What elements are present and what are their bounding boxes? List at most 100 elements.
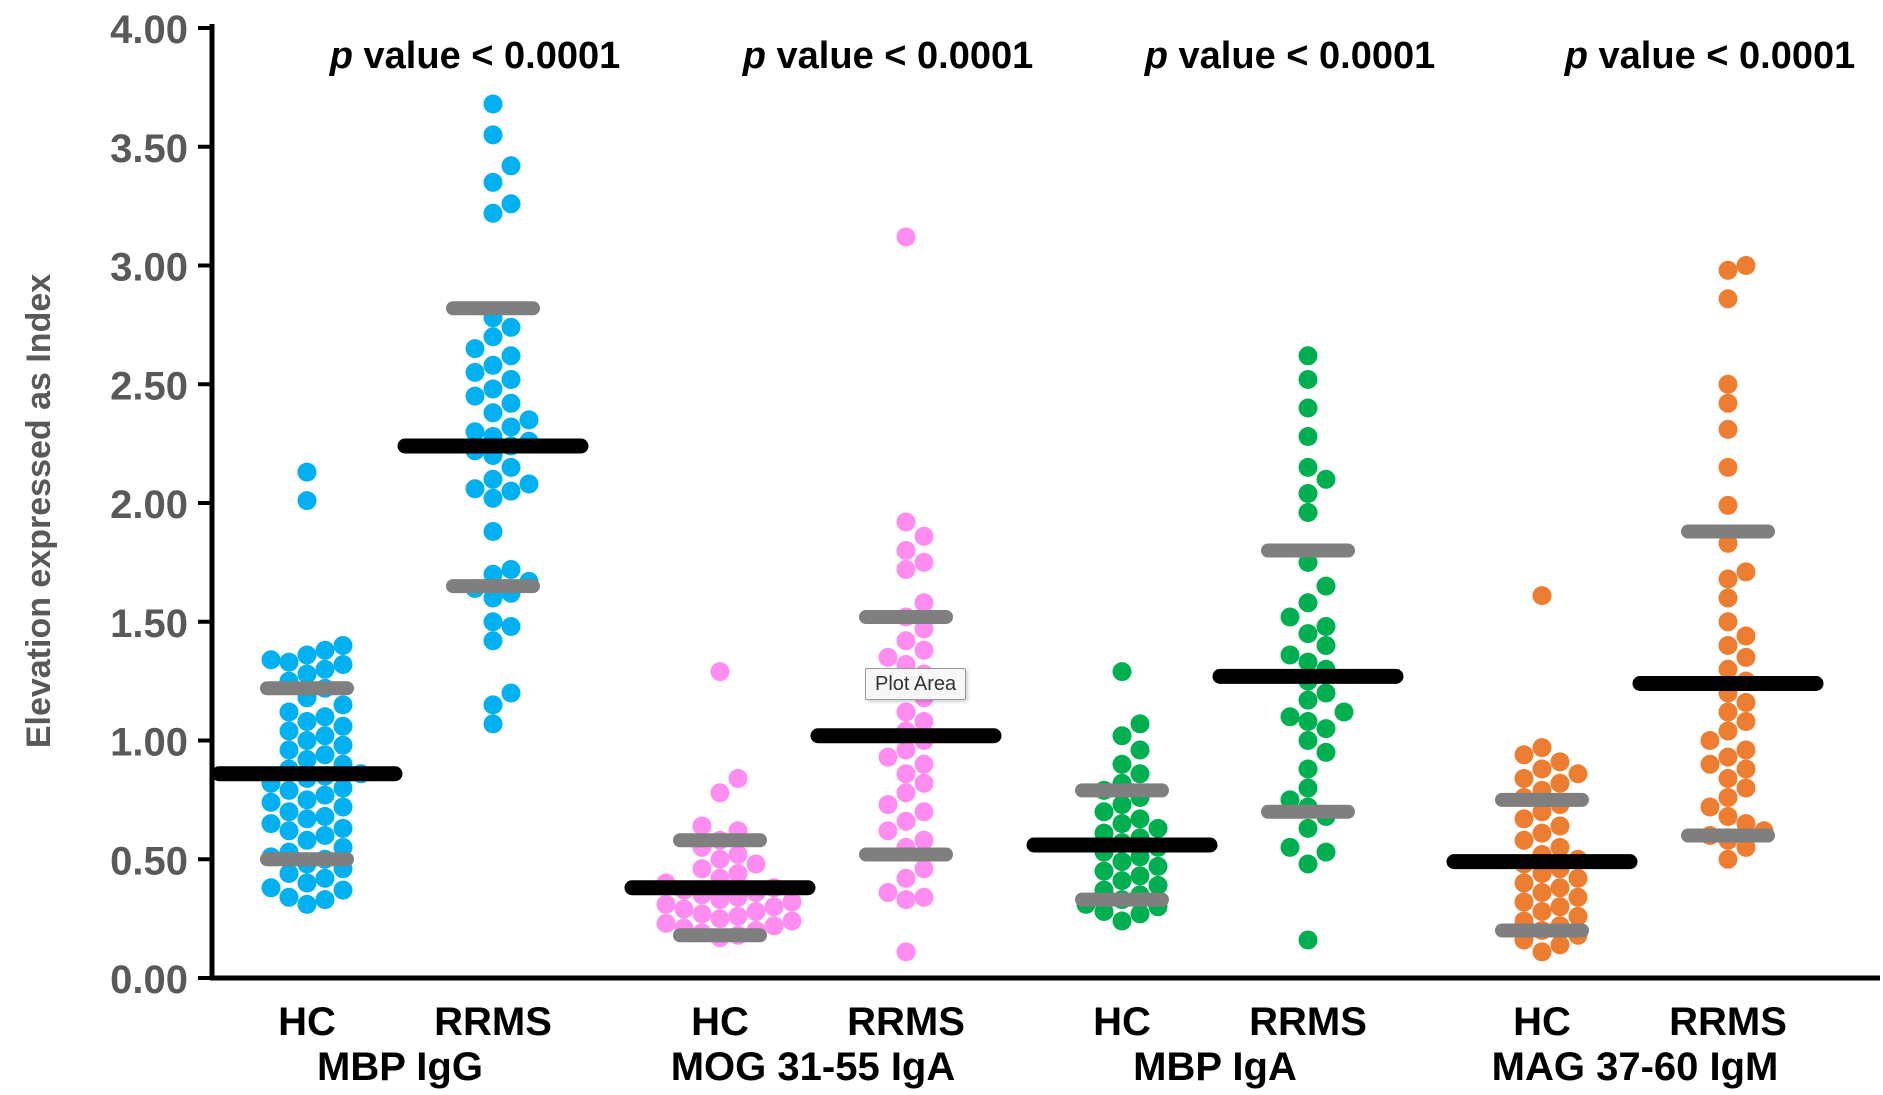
data-point — [878, 883, 898, 902]
y-axis-title: Elevation expressed as Index — [20, 274, 58, 748]
data-point — [1316, 842, 1336, 862]
data-point — [1316, 576, 1336, 596]
data-point — [1298, 690, 1318, 710]
data-point — [710, 662, 730, 682]
panel-label: MAG 37-60 IgM — [1492, 1045, 1779, 1089]
y-tick-label: 2.50 — [110, 364, 188, 408]
data-point — [1298, 427, 1318, 446]
data-point — [1532, 883, 1552, 902]
data-point — [710, 849, 730, 869]
data-point — [1298, 398, 1318, 418]
data-point — [896, 942, 916, 962]
data-point — [1718, 289, 1738, 309]
data-point — [297, 894, 317, 914]
data-point — [1718, 393, 1738, 413]
data-point — [297, 790, 317, 810]
data-point — [501, 393, 521, 413]
data-point — [1736, 647, 1756, 667]
summary-lines — [211, 301, 1824, 943]
data-point — [1532, 586, 1552, 606]
data-point — [1532, 802, 1552, 822]
data-point — [896, 227, 916, 247]
plot-area-tooltip: Plot Area — [865, 668, 967, 700]
data-point — [1550, 897, 1570, 917]
data-point — [896, 740, 916, 760]
data-point — [1700, 797, 1720, 817]
data-point — [483, 125, 503, 145]
data-point — [279, 887, 299, 907]
data-point — [261, 814, 281, 834]
data-point — [764, 916, 784, 936]
data-point — [896, 702, 916, 722]
data-point — [1736, 759, 1756, 779]
data-point — [1718, 495, 1738, 515]
data-point — [1298, 731, 1318, 750]
data-point — [710, 909, 730, 929]
data-point — [878, 795, 898, 815]
data-point — [1334, 702, 1354, 722]
data-point — [501, 317, 521, 337]
data-point — [1718, 659, 1738, 679]
data-point — [1112, 795, 1132, 815]
data-point — [1094, 861, 1114, 881]
data-point — [896, 868, 916, 888]
data-point — [914, 640, 934, 660]
data-point — [483, 522, 503, 541]
data-point — [279, 721, 299, 741]
group-label: RRMS — [434, 1000, 552, 1044]
data-point — [728, 845, 748, 864]
y-tick-label: 1.00 — [110, 721, 188, 765]
data-point — [483, 695, 503, 715]
data-point — [1112, 662, 1132, 682]
data-point — [914, 619, 934, 639]
group-label: HC — [1513, 1000, 1571, 1044]
data-point — [692, 816, 712, 836]
data-point — [483, 379, 503, 399]
data-point — [746, 854, 766, 874]
data-point — [1532, 738, 1552, 758]
data-point — [483, 612, 503, 632]
data-point — [315, 707, 335, 727]
data-point — [1130, 809, 1150, 829]
data-point — [279, 780, 299, 800]
data-point — [1148, 875, 1168, 895]
y-tick-label: 0.00 — [110, 958, 188, 1002]
data-point — [1316, 636, 1336, 655]
data-point — [1568, 764, 1588, 784]
data-point — [1568, 868, 1588, 888]
data-point — [483, 631, 503, 651]
data-point — [1298, 818, 1318, 838]
data-point — [1298, 370, 1318, 389]
data-point — [315, 807, 335, 826]
data-point — [914, 859, 934, 879]
data-point — [501, 457, 521, 477]
data-point — [896, 560, 916, 579]
group-label: RRMS — [847, 1000, 965, 1044]
data-point — [1094, 802, 1114, 822]
data-point — [501, 683, 521, 703]
data-points — [261, 94, 1774, 962]
y-tick-label: 3.00 — [110, 246, 188, 290]
data-point — [1514, 809, 1534, 829]
data-point — [1550, 816, 1570, 836]
data-point — [896, 890, 916, 910]
data-point — [1298, 930, 1318, 950]
data-point — [1718, 849, 1738, 869]
data-point — [1130, 764, 1150, 784]
data-point — [483, 203, 503, 223]
data-point — [896, 811, 916, 831]
data-point — [1514, 769, 1534, 788]
data-point — [1736, 814, 1756, 834]
data-point — [1718, 747, 1738, 767]
data-point — [1718, 588, 1738, 608]
data-point — [1550, 837, 1570, 857]
data-point — [782, 911, 802, 931]
data-point — [279, 864, 299, 883]
data-point — [297, 462, 317, 482]
data-point — [728, 769, 748, 788]
data-point — [1718, 807, 1738, 826]
data-point — [483, 355, 503, 375]
data-point — [1532, 942, 1552, 962]
